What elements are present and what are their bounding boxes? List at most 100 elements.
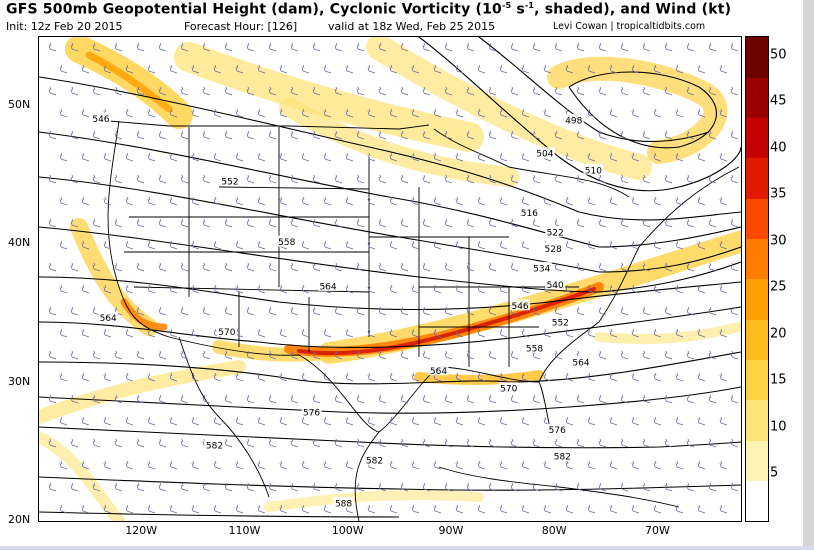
wind-barb — [147, 284, 156, 294]
wind-barb — [158, 482, 167, 492]
colorbar-tick-label: 30 — [770, 233, 787, 249]
wind-barb — [411, 504, 420, 514]
wind-barb — [279, 152, 288, 162]
contour-label: 540 — [545, 278, 566, 291]
svg-text:582: 582 — [366, 457, 383, 467]
wind-barb — [631, 108, 640, 118]
contour-label: 570 — [498, 382, 519, 395]
wind-barb — [279, 328, 288, 338]
wind-barb — [235, 240, 244, 250]
wind-barb — [312, 174, 321, 184]
wind-barb — [598, 438, 607, 448]
wind-barb — [686, 262, 695, 272]
wind-barb — [664, 350, 673, 360]
wind-barb — [543, 196, 552, 206]
wind-barb — [587, 416, 596, 426]
wind-barb — [301, 328, 310, 338]
wind-barb — [422, 306, 431, 316]
wind-barb — [378, 42, 387, 52]
wind-barb — [532, 42, 541, 52]
wind-barb — [697, 64, 706, 74]
wind-barb — [620, 130, 629, 140]
wind-barb — [433, 64, 442, 74]
wind-barb — [719, 240, 728, 250]
colorbar-tick-label: 40 — [770, 140, 787, 156]
wind-barb — [301, 196, 310, 206]
wind-barb — [719, 504, 728, 514]
wind-barb — [455, 108, 464, 118]
wind-barb — [499, 284, 508, 294]
wind-barb — [730, 438, 739, 448]
wind-barb — [609, 152, 618, 162]
wind-barb — [70, 482, 79, 492]
wind-barb — [488, 482, 497, 492]
colorbar-segment — [746, 37, 768, 78]
wind-barb — [521, 240, 530, 250]
wind-barb — [708, 42, 717, 52]
wind-barb — [246, 130, 255, 140]
wind-barb — [675, 152, 684, 162]
wind-barb — [158, 438, 167, 448]
wind-barb — [466, 438, 475, 448]
contour-label: 582 — [364, 454, 385, 467]
wind-barb — [411, 284, 420, 294]
wind-barb — [499, 64, 508, 74]
svg-text:582: 582 — [206, 441, 223, 451]
wind-barb — [433, 196, 442, 206]
wind-barb — [312, 42, 321, 52]
wind-barb — [411, 328, 420, 338]
svg-text:576: 576 — [303, 408, 320, 418]
svg-text:564: 564 — [100, 314, 117, 324]
wind-barb — [422, 350, 431, 360]
wind-barb — [719, 196, 728, 206]
wind-barb — [433, 328, 442, 338]
wind-barbs — [48, 42, 739, 514]
contour-label: 552 — [219, 174, 240, 187]
wind-barb — [345, 372, 354, 382]
wind-barb — [81, 284, 90, 294]
wind-barb — [598, 130, 607, 140]
wind-barb — [620, 218, 629, 228]
wind-barb — [279, 284, 288, 294]
wind-barb — [653, 284, 662, 294]
wind-barb — [642, 482, 651, 492]
wind-barb — [521, 372, 530, 382]
wind-barb — [664, 394, 673, 404]
wind-barb — [59, 284, 68, 294]
wind-barb — [477, 460, 486, 470]
wind-barb — [664, 482, 673, 492]
svg-text:498: 498 — [565, 116, 582, 126]
svg-text:564: 564 — [572, 358, 589, 368]
colorbar-segment — [746, 238, 768, 280]
wind-barb — [191, 284, 200, 294]
contour-label: 564 — [570, 355, 591, 368]
wind-barb — [554, 218, 563, 228]
contour-label: 564 — [428, 364, 449, 377]
wind-barb — [510, 86, 519, 96]
wind-barb — [301, 240, 310, 250]
wind-barb — [125, 108, 134, 118]
wind-barb — [411, 152, 420, 162]
wind-barb — [422, 218, 431, 228]
wind-barb — [114, 482, 123, 492]
wind-barb — [675, 504, 684, 514]
wind-barb — [48, 42, 57, 52]
wind-barb — [730, 306, 739, 316]
wind-barb — [158, 174, 167, 184]
svg-text:576: 576 — [549, 426, 566, 436]
wind-barb — [444, 42, 453, 52]
wind-barb — [422, 394, 431, 404]
wind-barb — [312, 86, 321, 96]
wind-barb — [180, 262, 189, 272]
wind-barb — [455, 152, 464, 162]
wind-barb — [235, 284, 244, 294]
wind-barb — [158, 218, 167, 228]
wind-barb — [279, 108, 288, 118]
wind-barb — [114, 130, 123, 140]
wind-barb — [92, 130, 101, 140]
wind-barb — [521, 108, 530, 118]
wind-barb — [345, 196, 354, 206]
wind-barb — [290, 174, 299, 184]
wind-barb — [125, 152, 134, 162]
wind-barb — [257, 64, 266, 74]
